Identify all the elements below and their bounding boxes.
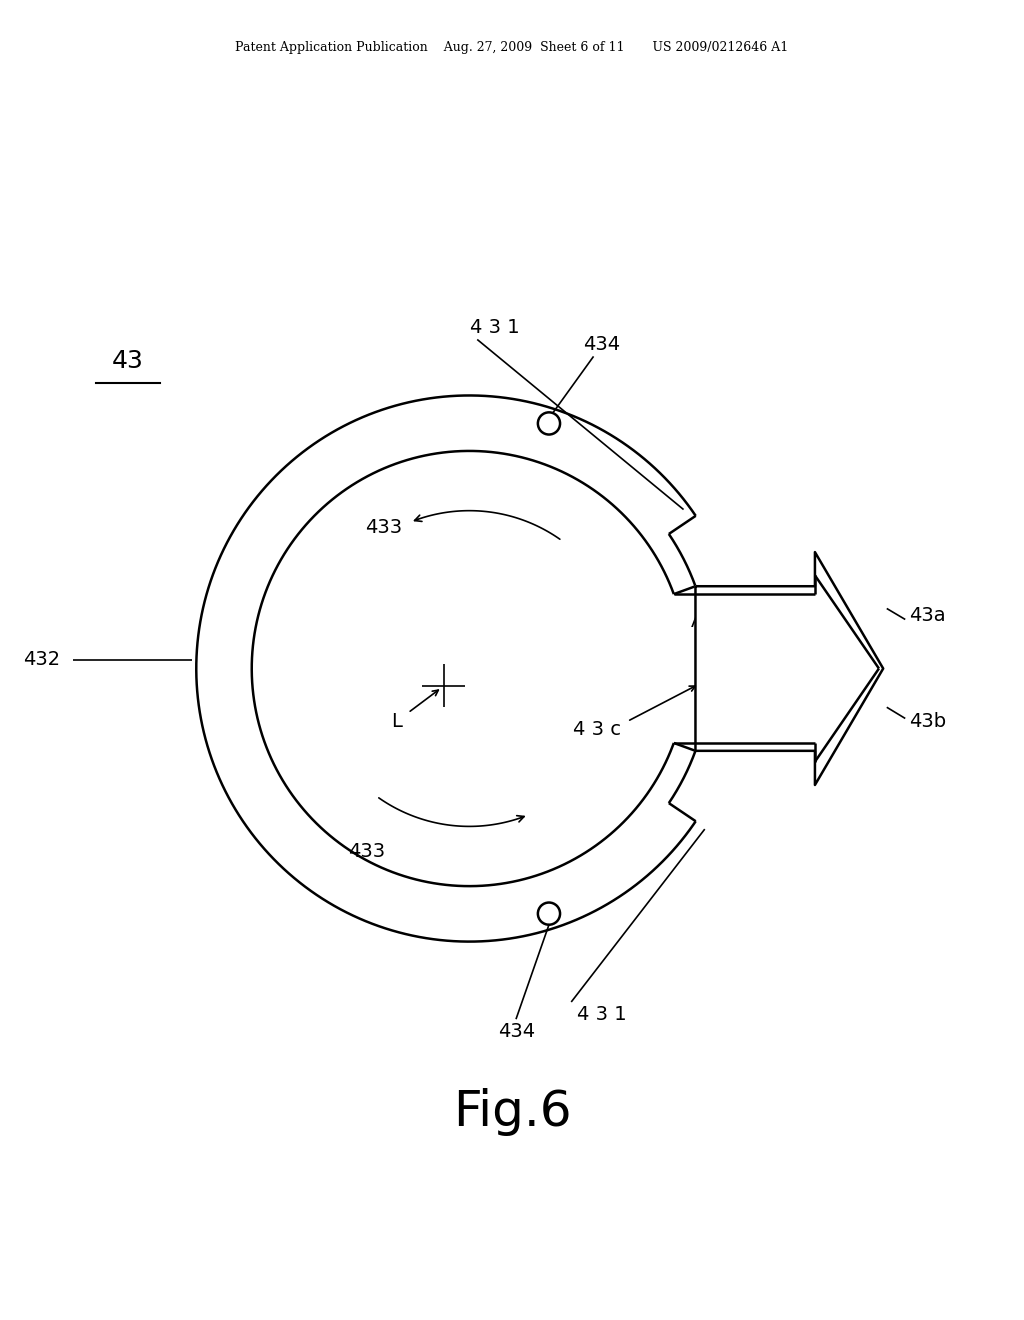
Text: 433: 433 bbox=[366, 519, 402, 537]
Text: 4 3 1: 4 3 1 bbox=[577, 1005, 627, 1023]
Text: 43: 43 bbox=[112, 350, 144, 374]
Text: Patent Application Publication    Aug. 27, 2009  Sheet 6 of 11       US 2009/021: Patent Application Publication Aug. 27, … bbox=[236, 41, 788, 54]
Text: 433: 433 bbox=[348, 842, 385, 862]
Text: L: L bbox=[391, 711, 402, 731]
Text: 432: 432 bbox=[23, 651, 59, 669]
Text: 43b: 43b bbox=[909, 711, 946, 731]
Polygon shape bbox=[695, 552, 883, 785]
Text: 434: 434 bbox=[583, 335, 621, 354]
Text: 43a: 43a bbox=[909, 606, 945, 626]
Text: 4 3 c: 4 3 c bbox=[573, 721, 622, 739]
Text: 434: 434 bbox=[498, 1022, 535, 1040]
Text: 4 3 1: 4 3 1 bbox=[470, 318, 520, 337]
Text: Fig.6: Fig.6 bbox=[453, 1088, 571, 1137]
Text: AR: AR bbox=[691, 612, 716, 631]
